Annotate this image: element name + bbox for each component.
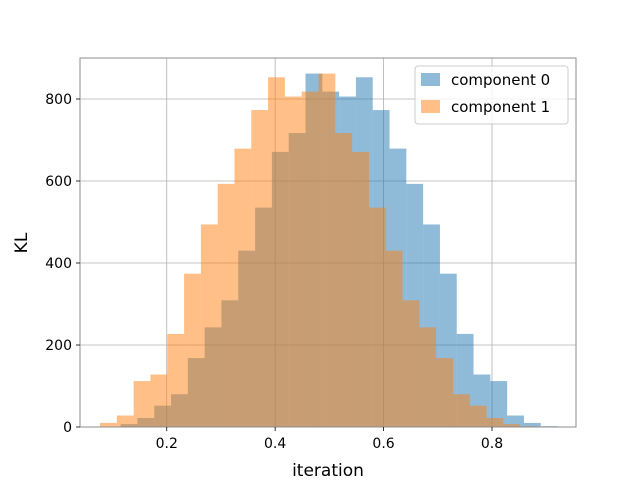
histogram-bars	[100, 73, 558, 428]
histogram-bar	[268, 77, 285, 428]
histogram-bar	[301, 91, 319, 428]
x-tick-label: 0.6	[372, 436, 394, 452]
histogram-bar	[490, 381, 508, 427]
histogram-bar	[402, 300, 420, 427]
histogram-bar	[217, 183, 235, 427]
x-axis-ticks: 0.2 0.4 0.6 0.8	[156, 427, 503, 452]
y-tick-label: 400	[45, 256, 72, 272]
legend-swatch-component-0	[421, 73, 440, 86]
y-axis-ticks: 0 200 400 600 800	[45, 92, 80, 436]
y-tick-label: 0	[63, 420, 72, 436]
histogram-bar	[150, 374, 168, 427]
x-tick-label: 0.8	[481, 436, 503, 452]
legend-swatch-component-1	[421, 100, 440, 113]
histogram-bar	[284, 96, 302, 427]
legend-label-component-1: component 1	[451, 98, 550, 116]
y-tick-label: 200	[45, 338, 72, 354]
legend-box	[414, 65, 569, 125]
histogram-bar	[507, 415, 524, 427]
y-tick-label: 600	[45, 174, 72, 190]
histogram-bar	[436, 358, 453, 427]
histogram-bar	[452, 394, 470, 427]
x-tick-label: 0.4	[264, 436, 286, 452]
y-axis-label: KL	[12, 232, 32, 253]
legend-label-component-0: component 0	[451, 71, 550, 89]
y-tick-label: 800	[45, 92, 72, 108]
histogram-bar	[352, 151, 369, 427]
histogram-bar	[133, 381, 151, 427]
histogram-bar	[234, 148, 252, 428]
histogram-bar	[385, 250, 403, 427]
histogram-bar	[200, 224, 218, 427]
series-component-1	[100, 73, 537, 428]
plot-frame	[79, 57, 577, 428]
histogram-bar	[368, 207, 386, 427]
x-tick-label: 0.2	[156, 436, 178, 452]
histogram-bar	[486, 417, 504, 427]
histogram-bar	[251, 110, 269, 427]
histogram-bar	[503, 424, 521, 427]
histogram-bar	[184, 273, 201, 427]
histogram-bar	[419, 327, 437, 427]
x-axis-label: iteration	[292, 461, 364, 480]
legend: component 0 component 1	[414, 65, 569, 125]
histogram-bar	[335, 133, 353, 427]
histogram-bar	[100, 422, 117, 427]
histogram-bar	[318, 73, 336, 427]
histogram-bar	[167, 333, 185, 427]
histogram-bar	[116, 415, 134, 427]
histogram-bar	[469, 405, 487, 427]
histogram-bar	[523, 422, 541, 427]
